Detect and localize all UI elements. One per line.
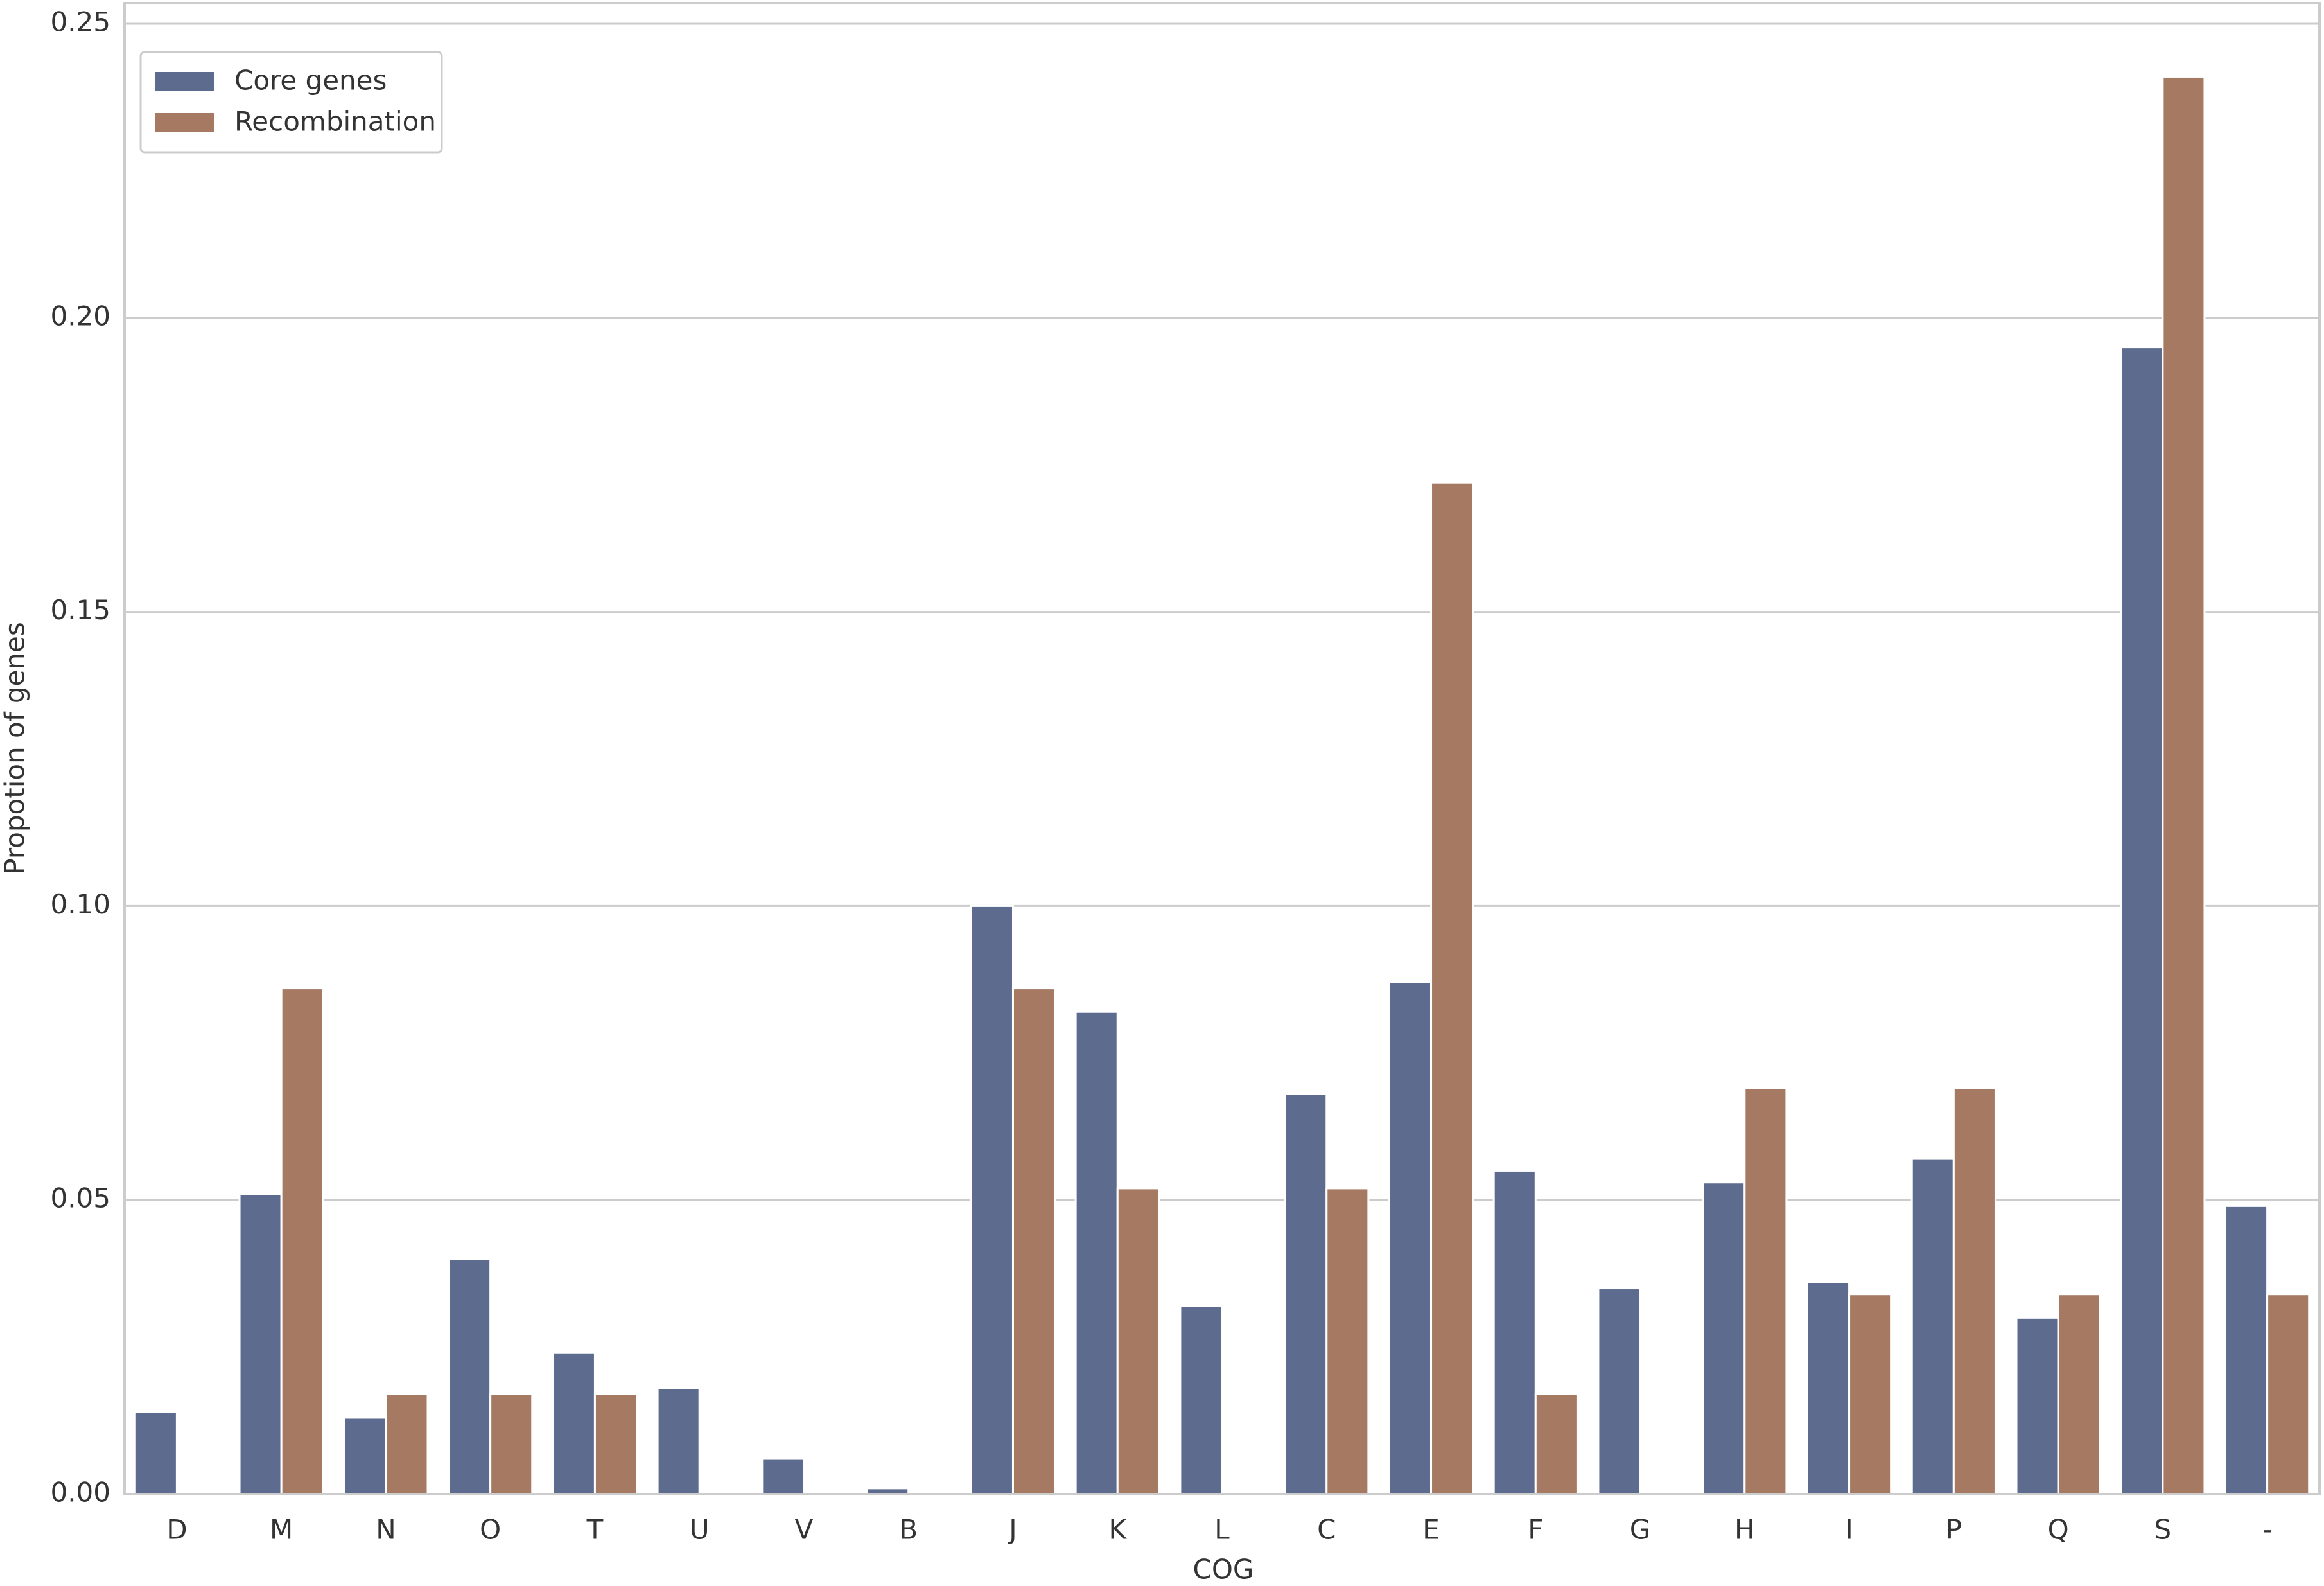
x-tick-label: N — [376, 1514, 396, 1546]
y-tick-label: 0.25 — [50, 6, 110, 38]
bar — [489, 1393, 534, 1495]
bar — [1492, 1169, 1537, 1495]
y-tick-label: 0.15 — [50, 594, 110, 626]
legend-box — [139, 51, 443, 154]
bar — [761, 1458, 805, 1495]
bar — [1806, 1281, 1851, 1495]
x-tick-label: F — [1528, 1514, 1543, 1546]
bar — [2162, 75, 2206, 1495]
x-tick-label: P — [1946, 1514, 1962, 1546]
bar — [1952, 1087, 1996, 1495]
x-tick-label: J — [1007, 1514, 1017, 1546]
bar — [2266, 1293, 2311, 1495]
bar — [552, 1352, 596, 1495]
x-tick-label: G — [1630, 1514, 1651, 1546]
bar — [1011, 987, 1056, 1495]
bar — [385, 1393, 429, 1495]
x-tick-label: C — [1317, 1514, 1336, 1546]
x-tick-label: U — [690, 1514, 710, 1546]
bar — [1534, 1393, 1578, 1495]
x-tick-label: T — [586, 1514, 604, 1546]
legend-swatch — [155, 72, 214, 91]
bar — [1910, 1158, 1955, 1495]
bar — [1848, 1293, 1892, 1495]
x-tick-label: L — [1214, 1514, 1230, 1546]
bar — [1179, 1305, 1223, 1495]
y-tick-label: 0.20 — [50, 300, 110, 331]
bar — [280, 987, 324, 1495]
bar — [1074, 1010, 1119, 1495]
x-tick-label: B — [899, 1514, 918, 1546]
legend-label: Core genes — [234, 65, 387, 96]
x-tick-label: S — [2154, 1514, 2172, 1546]
x-tick-label: K — [1108, 1514, 1127, 1546]
bar — [970, 904, 1014, 1495]
bar — [1743, 1087, 1788, 1495]
bar — [1284, 1093, 1328, 1495]
bar — [1325, 1187, 1370, 1495]
bar — [448, 1258, 492, 1495]
x-tick-label: H — [1734, 1514, 1755, 1546]
x-axis-label: COG — [1193, 1554, 1254, 1585]
bar — [593, 1393, 638, 1495]
bar — [238, 1193, 283, 1495]
bar — [2057, 1293, 2101, 1495]
x-tick-label: E — [1422, 1514, 1440, 1546]
x-tick-label: Q — [2048, 1514, 2069, 1546]
y-tick-label: 0.10 — [50, 888, 110, 920]
x-tick-label: - — [2262, 1514, 2272, 1546]
plot-frame — [123, 2, 2321, 1495]
bar — [2015, 1316, 2059, 1495]
bar — [2224, 1204, 2269, 1495]
x-tick-label: O — [480, 1514, 501, 1546]
bar — [1388, 981, 1433, 1495]
legend-swatch — [155, 113, 214, 132]
y-axis-label: Propotion of genes — [0, 622, 31, 874]
bar — [656, 1387, 701, 1495]
legend-label: Recombination — [234, 106, 436, 137]
bar — [1702, 1181, 1746, 1495]
bar — [1430, 481, 1474, 1495]
y-tick-label: 0.00 — [50, 1477, 110, 1508]
x-tick-label: V — [795, 1514, 814, 1546]
x-tick-label: M — [270, 1514, 293, 1546]
y-tick-label: 0.05 — [50, 1183, 110, 1214]
bar — [1597, 1287, 1641, 1495]
bar — [1116, 1187, 1160, 1495]
x-tick-label: I — [1845, 1514, 1853, 1546]
bar — [343, 1416, 387, 1495]
bar — [134, 1411, 178, 1495]
bar — [2120, 346, 2164, 1495]
x-tick-label: D — [166, 1514, 187, 1546]
